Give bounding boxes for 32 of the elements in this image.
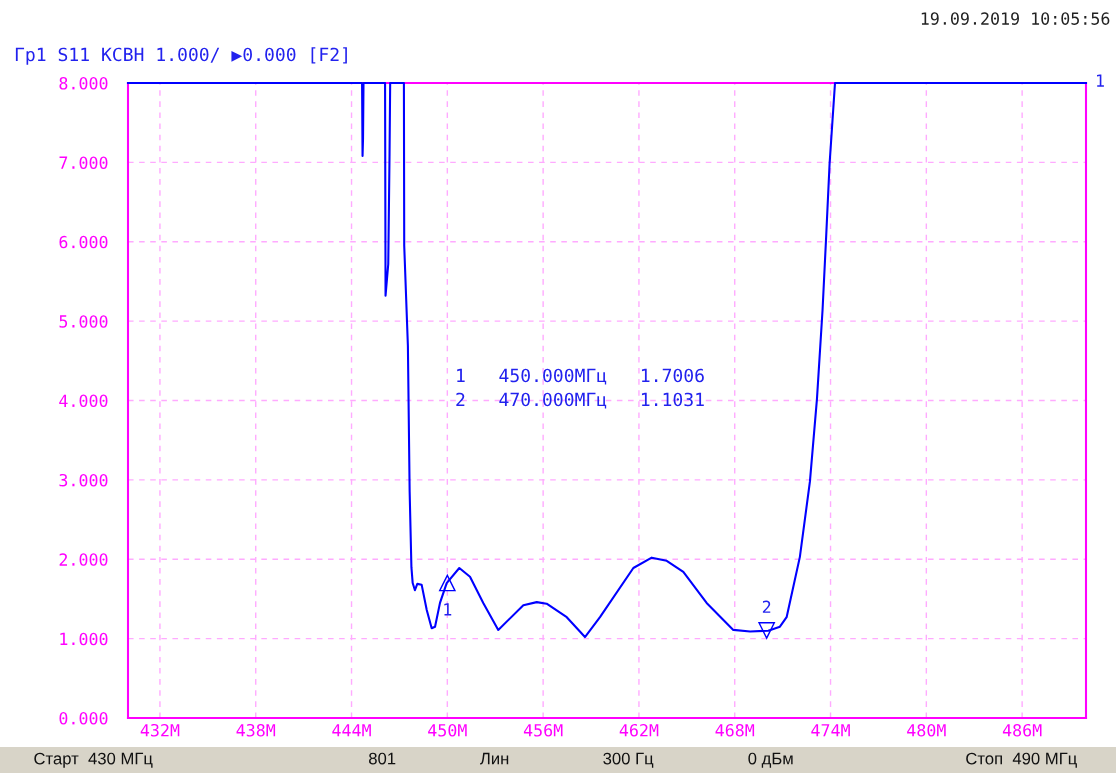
x-tick-label: 432M xyxy=(140,723,180,737)
y-tick-label: 4.000 xyxy=(59,394,108,408)
y-tick-label: 6.000 xyxy=(59,235,108,249)
x-tick-label: 462M xyxy=(619,723,659,737)
annotation: 2 xyxy=(762,600,771,613)
chart-title: Гр1 S11 КСВН 1.000/ ▶0.000 [F2] xyxy=(15,47,347,65)
text: Лин xyxy=(480,752,509,765)
y-tick-label: 5.000 xyxy=(59,315,108,328)
x-tick-label: 480M xyxy=(907,723,946,737)
text: 19.09.2019 10:05:56 xyxy=(921,12,1110,25)
text: Старт 430 МГц xyxy=(34,752,153,768)
x-tick-label: 456M xyxy=(523,723,563,737)
text: 801 xyxy=(369,752,396,765)
y-tick-label: 8.000 xyxy=(59,77,108,90)
annotation: 1 xyxy=(444,603,452,616)
y-tick-label: 0.000 xyxy=(59,712,108,725)
x-tick-label: 438M xyxy=(236,723,276,737)
text: Стоп 490 МГц xyxy=(966,752,1077,768)
text: 300 Гц xyxy=(603,752,654,768)
x-tick-label: 468M xyxy=(715,723,755,737)
y-tick-label: 2.000 xyxy=(59,553,108,566)
x-tick-label: 444M xyxy=(332,724,371,737)
annotation: 2 470.000МГц 1.1031 xyxy=(456,392,704,409)
y-tick-label: 7.000 xyxy=(59,156,108,169)
y-tick-label: 3.000 xyxy=(59,473,108,487)
x-tick-label: 486M xyxy=(1002,723,1042,737)
text: 1 xyxy=(1097,74,1104,87)
text: 0 дБм xyxy=(748,752,793,768)
annotation: 1 450.000МГц 1.7006 xyxy=(457,368,704,385)
x-tick-label: 450M xyxy=(428,723,467,737)
y-tick-label: 1.000 xyxy=(60,632,108,646)
x-tick-label: 474M xyxy=(811,724,850,737)
